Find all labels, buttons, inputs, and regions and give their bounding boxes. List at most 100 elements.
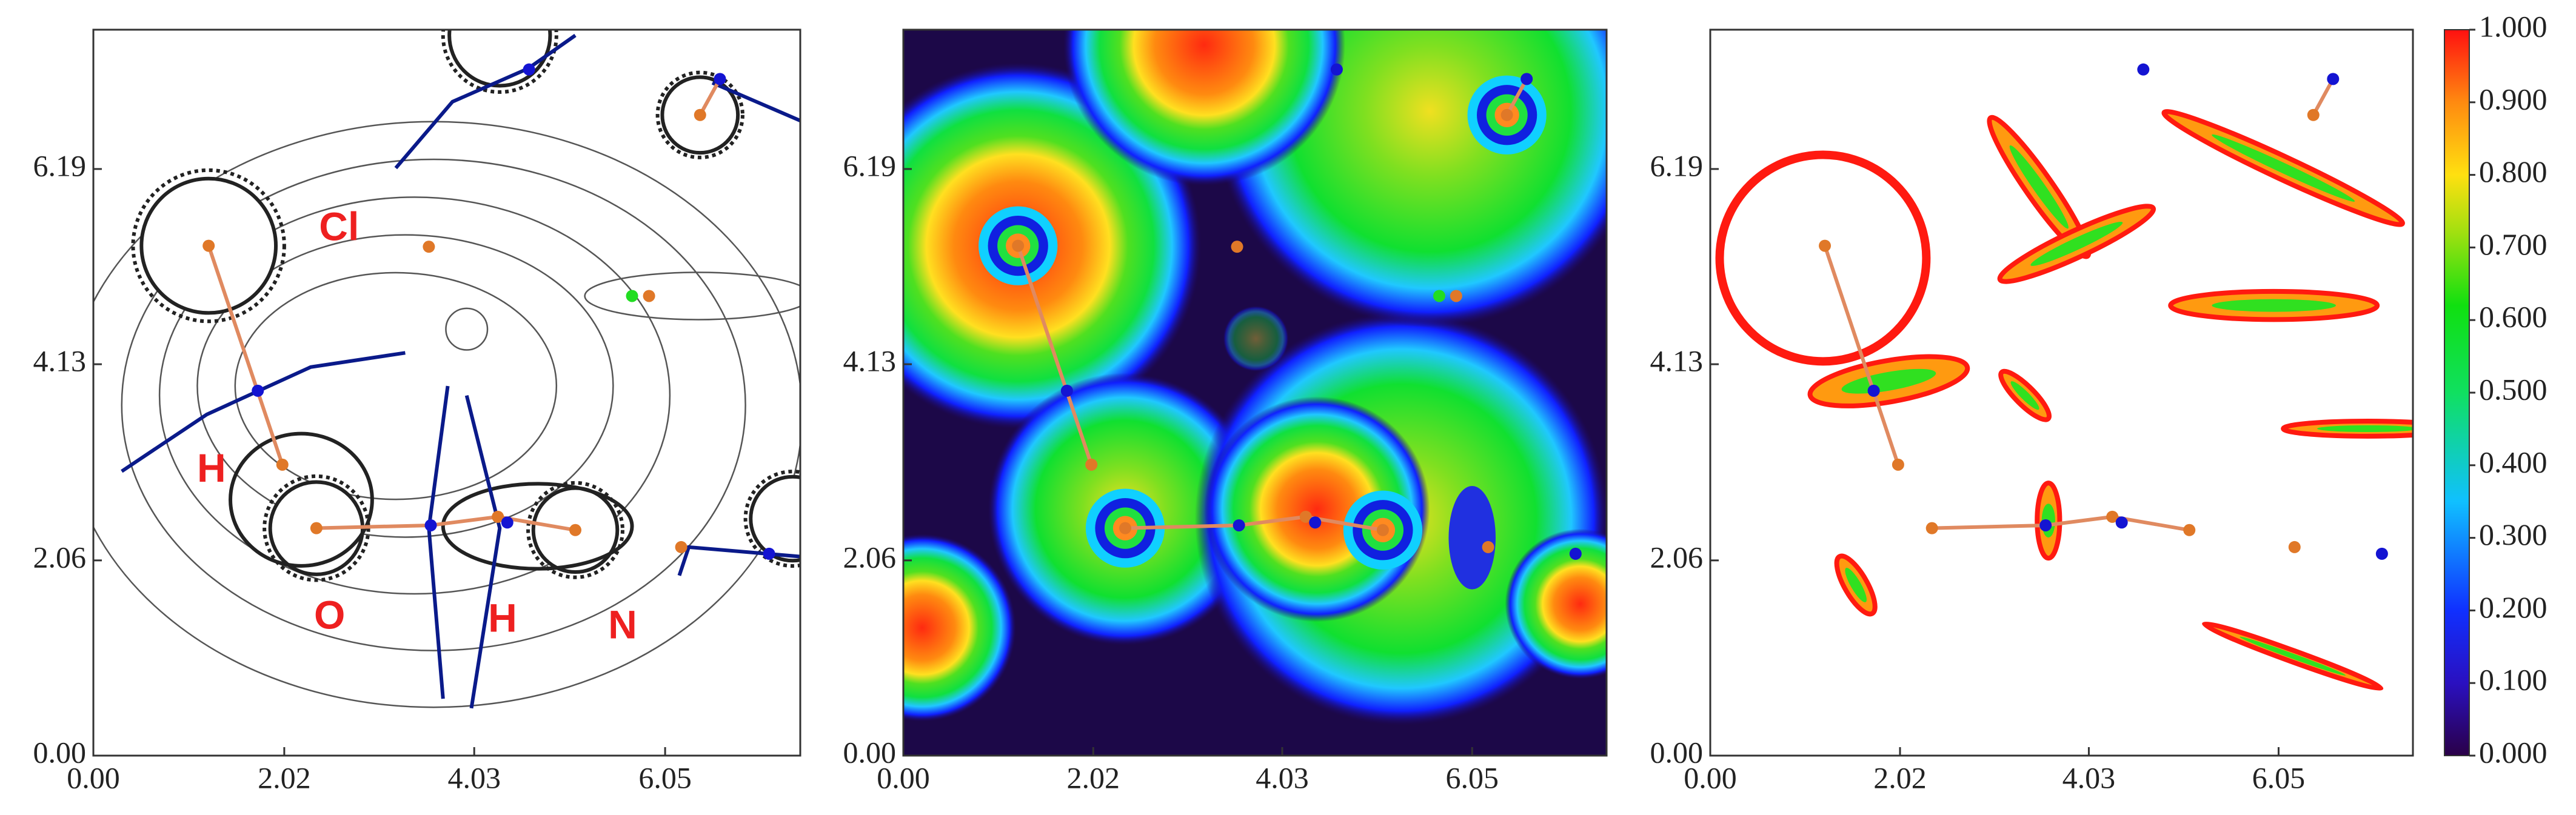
contour-line — [234, 271, 558, 501]
bond — [1239, 514, 1306, 527]
x-tick-label: 2.02 — [258, 760, 311, 794]
atom-label: O — [314, 593, 345, 637]
critical-point — [1482, 541, 1494, 553]
bond — [2312, 78, 2335, 116]
y-tick-label: 4.13 — [843, 344, 897, 378]
colorbar-label: 0.000 — [2479, 735, 2548, 769]
critical-point — [1500, 108, 1513, 121]
critical-point — [1433, 290, 1445, 302]
isosurface-core — [2010, 381, 2039, 410]
critical-point — [523, 63, 535, 76]
colorbar-label: 0.600 — [2479, 300, 2548, 334]
contour-line — [131, 168, 286, 324]
colorbar-label: 0.900 — [2479, 82, 2548, 116]
colorbar-label: 0.800 — [2479, 155, 2548, 188]
bond-path — [394, 33, 577, 170]
colorbar-label: 0.400 — [2479, 445, 2548, 479]
atom-label: H — [488, 595, 517, 640]
critical-point — [1925, 522, 1938, 534]
y-tick-label: 0.00 — [33, 735, 87, 769]
critical-point — [714, 73, 726, 85]
bond — [2045, 514, 2113, 527]
isosurface-core — [2030, 222, 2123, 266]
critical-point — [1450, 290, 1462, 302]
bond — [430, 514, 498, 527]
critical-point — [1299, 510, 1312, 523]
critical-point — [492, 510, 504, 523]
critical-point — [276, 458, 289, 471]
bond-path — [464, 394, 502, 709]
critical-point — [2307, 108, 2320, 121]
contour-line — [526, 481, 624, 579]
critical-point — [643, 290, 655, 302]
isosurface-core — [1841, 368, 1936, 394]
x-tick-label: 2.02 — [1873, 760, 1927, 794]
y-tick-label: 6.19 — [33, 148, 87, 182]
density-blob — [1063, 30, 1345, 186]
colorbar-label: 0.100 — [2479, 663, 2548, 697]
plot-frame — [1709, 28, 2414, 757]
critical-point — [626, 290, 638, 302]
x-tick-label: 0.00 — [1684, 760, 1737, 794]
contour-line — [749, 474, 800, 563]
isosurface-core — [2240, 636, 2346, 676]
critical-point — [501, 516, 514, 529]
bond-path — [711, 81, 800, 122]
critical-point — [675, 541, 687, 553]
colorbar-label: 0.300 — [2479, 517, 2548, 551]
x-tick-label: 2.02 — [1067, 760, 1120, 794]
isosurface-core — [2009, 145, 2069, 229]
critical-point — [424, 519, 437, 531]
critical-point — [569, 524, 581, 536]
isosurface-core — [2212, 299, 2336, 312]
bond — [1125, 523, 1239, 530]
plot-area — [1710, 30, 2413, 756]
atom-label: H — [197, 445, 226, 490]
contour-line — [584, 271, 800, 321]
critical-point — [1231, 241, 1243, 253]
critical-point — [2375, 547, 2388, 560]
critical-point — [694, 108, 706, 121]
critical-point — [1233, 519, 1245, 531]
critical-point — [1330, 63, 1343, 76]
colorbar-label: 0.500 — [2479, 372, 2548, 406]
plot-frame — [92, 28, 801, 757]
x-tick-label: 4.03 — [2062, 760, 2116, 794]
contour-line — [447, 30, 552, 88]
plot-frame — [902, 28, 1608, 757]
x-tick-label: 0.00 — [67, 760, 120, 794]
plot-area — [93, 30, 800, 709]
plot-area — [903, 30, 1607, 756]
isosurface-core — [1845, 567, 1867, 602]
x-tick-label: 6.05 — [1445, 760, 1499, 794]
isosurface-core — [2212, 134, 2355, 202]
y-tick-label: 2.06 — [33, 540, 87, 574]
x-tick-label: 4.03 — [447, 760, 501, 794]
contour-line — [445, 307, 489, 351]
colorbar-label: 1.000 — [2479, 9, 2548, 43]
bond — [1823, 245, 1900, 465]
bond — [1505, 78, 1528, 116]
critical-point — [1085, 458, 1098, 471]
critical-point — [423, 241, 435, 253]
critical-point — [1521, 73, 1533, 85]
critical-point — [1119, 522, 1131, 534]
bond — [316, 523, 431, 530]
critical-point — [1060, 384, 1073, 397]
y-tick-label: 4.13 — [1650, 344, 1704, 378]
critical-point — [763, 547, 775, 560]
critical-point — [1012, 239, 1025, 252]
critical-point — [2106, 510, 2119, 523]
isosurface-core — [2317, 425, 2413, 433]
critical-point — [1819, 239, 1832, 252]
bond — [1016, 245, 1094, 465]
contour-line — [655, 70, 744, 159]
colorbar-label: 0.200 — [2479, 590, 2548, 624]
critical-point — [2183, 524, 2196, 536]
contour-line — [743, 470, 800, 568]
critical-point — [2327, 73, 2340, 85]
critical-point — [1309, 516, 1322, 529]
contour-line — [158, 196, 671, 595]
bond — [1932, 523, 2046, 530]
